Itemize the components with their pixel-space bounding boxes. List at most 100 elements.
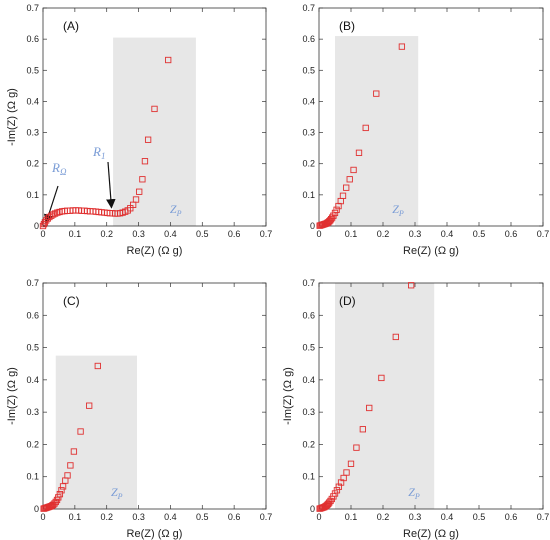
y-tick-label: 0.7 bbox=[302, 278, 315, 288]
r1-label: R1 bbox=[92, 144, 105, 161]
data-point bbox=[144, 136, 152, 143]
data-point bbox=[350, 166, 357, 174]
y-tick-label: 0.3 bbox=[302, 128, 315, 138]
y-tick-label: 0.2 bbox=[302, 159, 315, 169]
x-axis-label: Re(Z) (Ω g) bbox=[127, 528, 183, 540]
x-tick-label: 0.7 bbox=[537, 229, 550, 239]
panel-label: (C) bbox=[63, 294, 80, 308]
data-point bbox=[86, 402, 93, 409]
data-point bbox=[378, 374, 385, 382]
x-tick-label: 0 bbox=[316, 512, 321, 522]
x-tick-label: 0.6 bbox=[505, 229, 518, 239]
y-tick-label: 0.1 bbox=[302, 190, 315, 200]
data-point bbox=[343, 469, 350, 476]
y-tick-label: 0.5 bbox=[302, 65, 315, 75]
data-point bbox=[50, 211, 57, 218]
data-point bbox=[328, 215, 335, 223]
y-tick-label: 0.2 bbox=[26, 159, 39, 169]
data-point bbox=[136, 188, 143, 195]
x-tick-label: 0.4 bbox=[164, 512, 177, 522]
data-point bbox=[64, 472, 71, 479]
plot-frame bbox=[42, 7, 267, 227]
y-tick-label: 0.5 bbox=[26, 65, 39, 75]
data-point bbox=[392, 333, 399, 341]
zp-shaded-region bbox=[113, 37, 196, 227]
y-tick-label: 0 bbox=[34, 221, 39, 231]
zp-label: ZP bbox=[170, 202, 182, 218]
data-point bbox=[359, 426, 366, 433]
annotation-arrow bbox=[106, 161, 116, 209]
data-point bbox=[49, 502, 56, 509]
y-tick-label: 0 bbox=[310, 504, 315, 514]
x-axis-label: Re(Z) (Ω g) bbox=[403, 245, 459, 257]
data-point bbox=[165, 56, 172, 64]
data-point bbox=[335, 483, 342, 490]
panel-4: 0 0.1 0.2 0.3 0.4 0.5 0.6 0.7 0 0.1 0.2 0.3 0.4 0.5 0.… bbox=[282, 278, 549, 540]
data-point bbox=[141, 158, 149, 165]
plot-frame bbox=[318, 282, 544, 510]
panel-2: 0 0.1 0.2 0.3 0.4 0.5 0.6 0.7 0 0.1 0.2 0.3 0.4 0.5 0.… bbox=[302, 3, 549, 257]
x-tick-label: 0.7 bbox=[537, 512, 550, 522]
y-tick-label: 0.5 bbox=[26, 343, 39, 353]
data-point bbox=[346, 176, 353, 183]
y-tick-label: 0.4 bbox=[26, 375, 39, 385]
zp-shaded-region bbox=[335, 36, 419, 227]
zp-shaded-region bbox=[335, 283, 435, 509]
data-point bbox=[39, 222, 47, 230]
y-axis-label: -Im(Z) (Ω g) bbox=[282, 367, 294, 425]
data-point bbox=[355, 149, 363, 156]
data-point bbox=[51, 210, 59, 217]
x-tick-label: 0.3 bbox=[409, 512, 422, 522]
data-point bbox=[408, 282, 415, 289]
data-point bbox=[54, 209, 61, 216]
data-point bbox=[331, 490, 339, 497]
plot-frame bbox=[318, 7, 544, 227]
x-axis-label: Re(Z) (Ω g) bbox=[403, 528, 459, 540]
x-tick-label: 0.3 bbox=[409, 229, 422, 239]
data-point bbox=[333, 487, 341, 494]
data-point bbox=[339, 192, 347, 199]
x-axis-label: Re(Z) (Ω g) bbox=[127, 245, 183, 257]
x-tick-label: 0.5 bbox=[196, 229, 209, 239]
x-tick-label: 0.1 bbox=[69, 512, 82, 522]
data-point bbox=[366, 404, 373, 412]
x-tick-label: 0.4 bbox=[164, 229, 177, 239]
data-point bbox=[55, 494, 62, 501]
zp-label: ZP bbox=[111, 485, 123, 501]
zp-shaded-region bbox=[55, 355, 137, 509]
data-point bbox=[362, 124, 369, 132]
data-point bbox=[398, 43, 406, 50]
y-tick-label: 0.3 bbox=[302, 407, 315, 417]
y-tick-label: 0.2 bbox=[26, 439, 39, 449]
x-tick-label: 0.1 bbox=[69, 229, 82, 239]
data-point bbox=[373, 90, 380, 97]
x-tick-label: 0.2 bbox=[377, 229, 390, 239]
r-omega-label: RΩ bbox=[51, 160, 67, 177]
panel-label: (B) bbox=[339, 19, 355, 33]
x-tick-label: 0 bbox=[316, 229, 321, 239]
data-point bbox=[58, 487, 65, 494]
y-axis-label: -Im(Z) (Ω g) bbox=[6, 367, 18, 425]
y-tick-label: 0.6 bbox=[302, 310, 315, 320]
y-tick-label: 0.3 bbox=[26, 407, 39, 417]
data-point bbox=[353, 444, 360, 451]
y-tick-label: 0.7 bbox=[302, 3, 315, 13]
zp-label: ZP bbox=[408, 485, 420, 501]
x-tick-label: 0.4 bbox=[441, 512, 454, 522]
panel-3: 0 0.1 0.2 0.3 0.4 0.5 0.6 0.7 0 0.1 0.2 0.3 0.4 0.5 0.… bbox=[6, 278, 272, 540]
y-axis-label: -Im(Z) (Ω g) bbox=[6, 88, 18, 146]
y-tick-label: 0.1 bbox=[26, 190, 39, 200]
x-tick-label: 0.1 bbox=[345, 229, 358, 239]
y-tick-label: 0 bbox=[310, 221, 315, 231]
y-tick-label: 0.6 bbox=[26, 310, 39, 320]
data-point bbox=[139, 176, 146, 183]
y-tick-label: 0.5 bbox=[302, 343, 315, 353]
data-point bbox=[132, 196, 140, 203]
data-point bbox=[343, 184, 350, 191]
x-tick-label: 0.5 bbox=[196, 512, 209, 522]
y-tick-label: 0.2 bbox=[302, 439, 315, 449]
x-tick-label: 0.5 bbox=[473, 512, 486, 522]
y-tick-label: 0.4 bbox=[302, 96, 315, 106]
data-point bbox=[67, 462, 74, 469]
